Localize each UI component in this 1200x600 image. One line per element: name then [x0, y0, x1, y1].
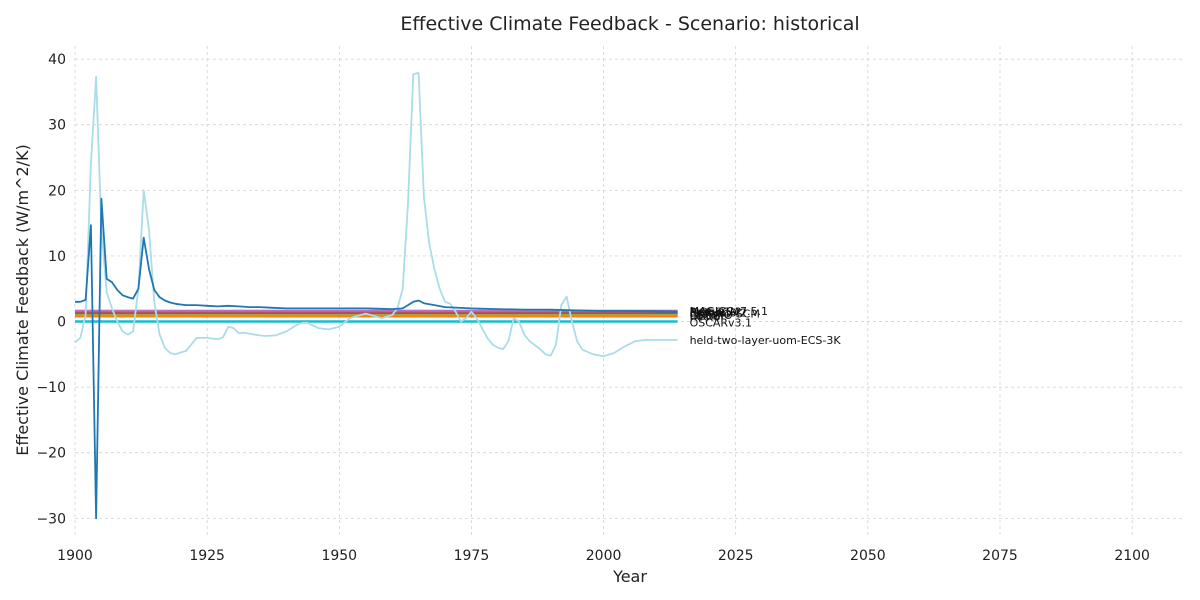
- x-tick-label: 1975: [454, 548, 490, 564]
- x-tick-label: 2100: [1114, 548, 1150, 564]
- x-tick-label: 1900: [57, 548, 93, 564]
- x-tick-label: 2025: [718, 548, 754, 564]
- x-tick-label: 2050: [850, 548, 886, 564]
- y-tick-label: 10: [48, 249, 66, 265]
- x-tick-label: 1925: [189, 548, 225, 564]
- series-end-label: CICERO-SCM: [690, 308, 760, 321]
- series-line-bernscm: [75, 197, 678, 520]
- series-end-label: ESCIMO: [690, 309, 733, 322]
- series-end-label: OSCARv3.1: [690, 317, 753, 330]
- series-end-label: MAGICCv7.5.1: [690, 305, 768, 318]
- y-axis-label: Effective Climate Feedback (W/m^2/K): [13, 144, 32, 456]
- y-tick-label: −20: [36, 446, 66, 462]
- series-end-label: FaIRv1.6.2: [690, 306, 747, 319]
- series-end-label: GREB: [690, 310, 721, 323]
- series-end-labels: MAGICCv7.5.1MCE-v1-2FaIRv1.6.2CICERO-SCM…: [690, 305, 842, 347]
- y-tick-label: 30: [48, 118, 66, 134]
- y-tick-label: 0: [57, 315, 66, 331]
- series-lines: [74, 72, 678, 520]
- y-tick-label: −10: [36, 380, 66, 396]
- series-end-label: hector: [690, 310, 726, 323]
- chart-title: Effective Climate Feedback - Scenario: h…: [400, 13, 859, 35]
- x-axis-label: Year: [612, 567, 647, 586]
- series-end-label: MCE-v1-2: [690, 306, 742, 319]
- x-tick-label: 2075: [982, 548, 1018, 564]
- series-end-label: BernSCM: [690, 306, 740, 319]
- y-tick-label: 20: [48, 183, 66, 199]
- x-tick-label: 2000: [586, 548, 622, 564]
- series-end-label: held-two-layer-uom-ECS-3K: [690, 334, 842, 347]
- y-tick-label: −30: [36, 511, 66, 527]
- y-tick-label: 40: [48, 52, 66, 68]
- grid: [74, 46, 1185, 538]
- axis-ticks: 1900 1925 1950 1975 2000 2025 2050 2075 2100 −30 −…: [36, 52, 1150, 564]
- x-tick-label: 1950: [321, 548, 357, 564]
